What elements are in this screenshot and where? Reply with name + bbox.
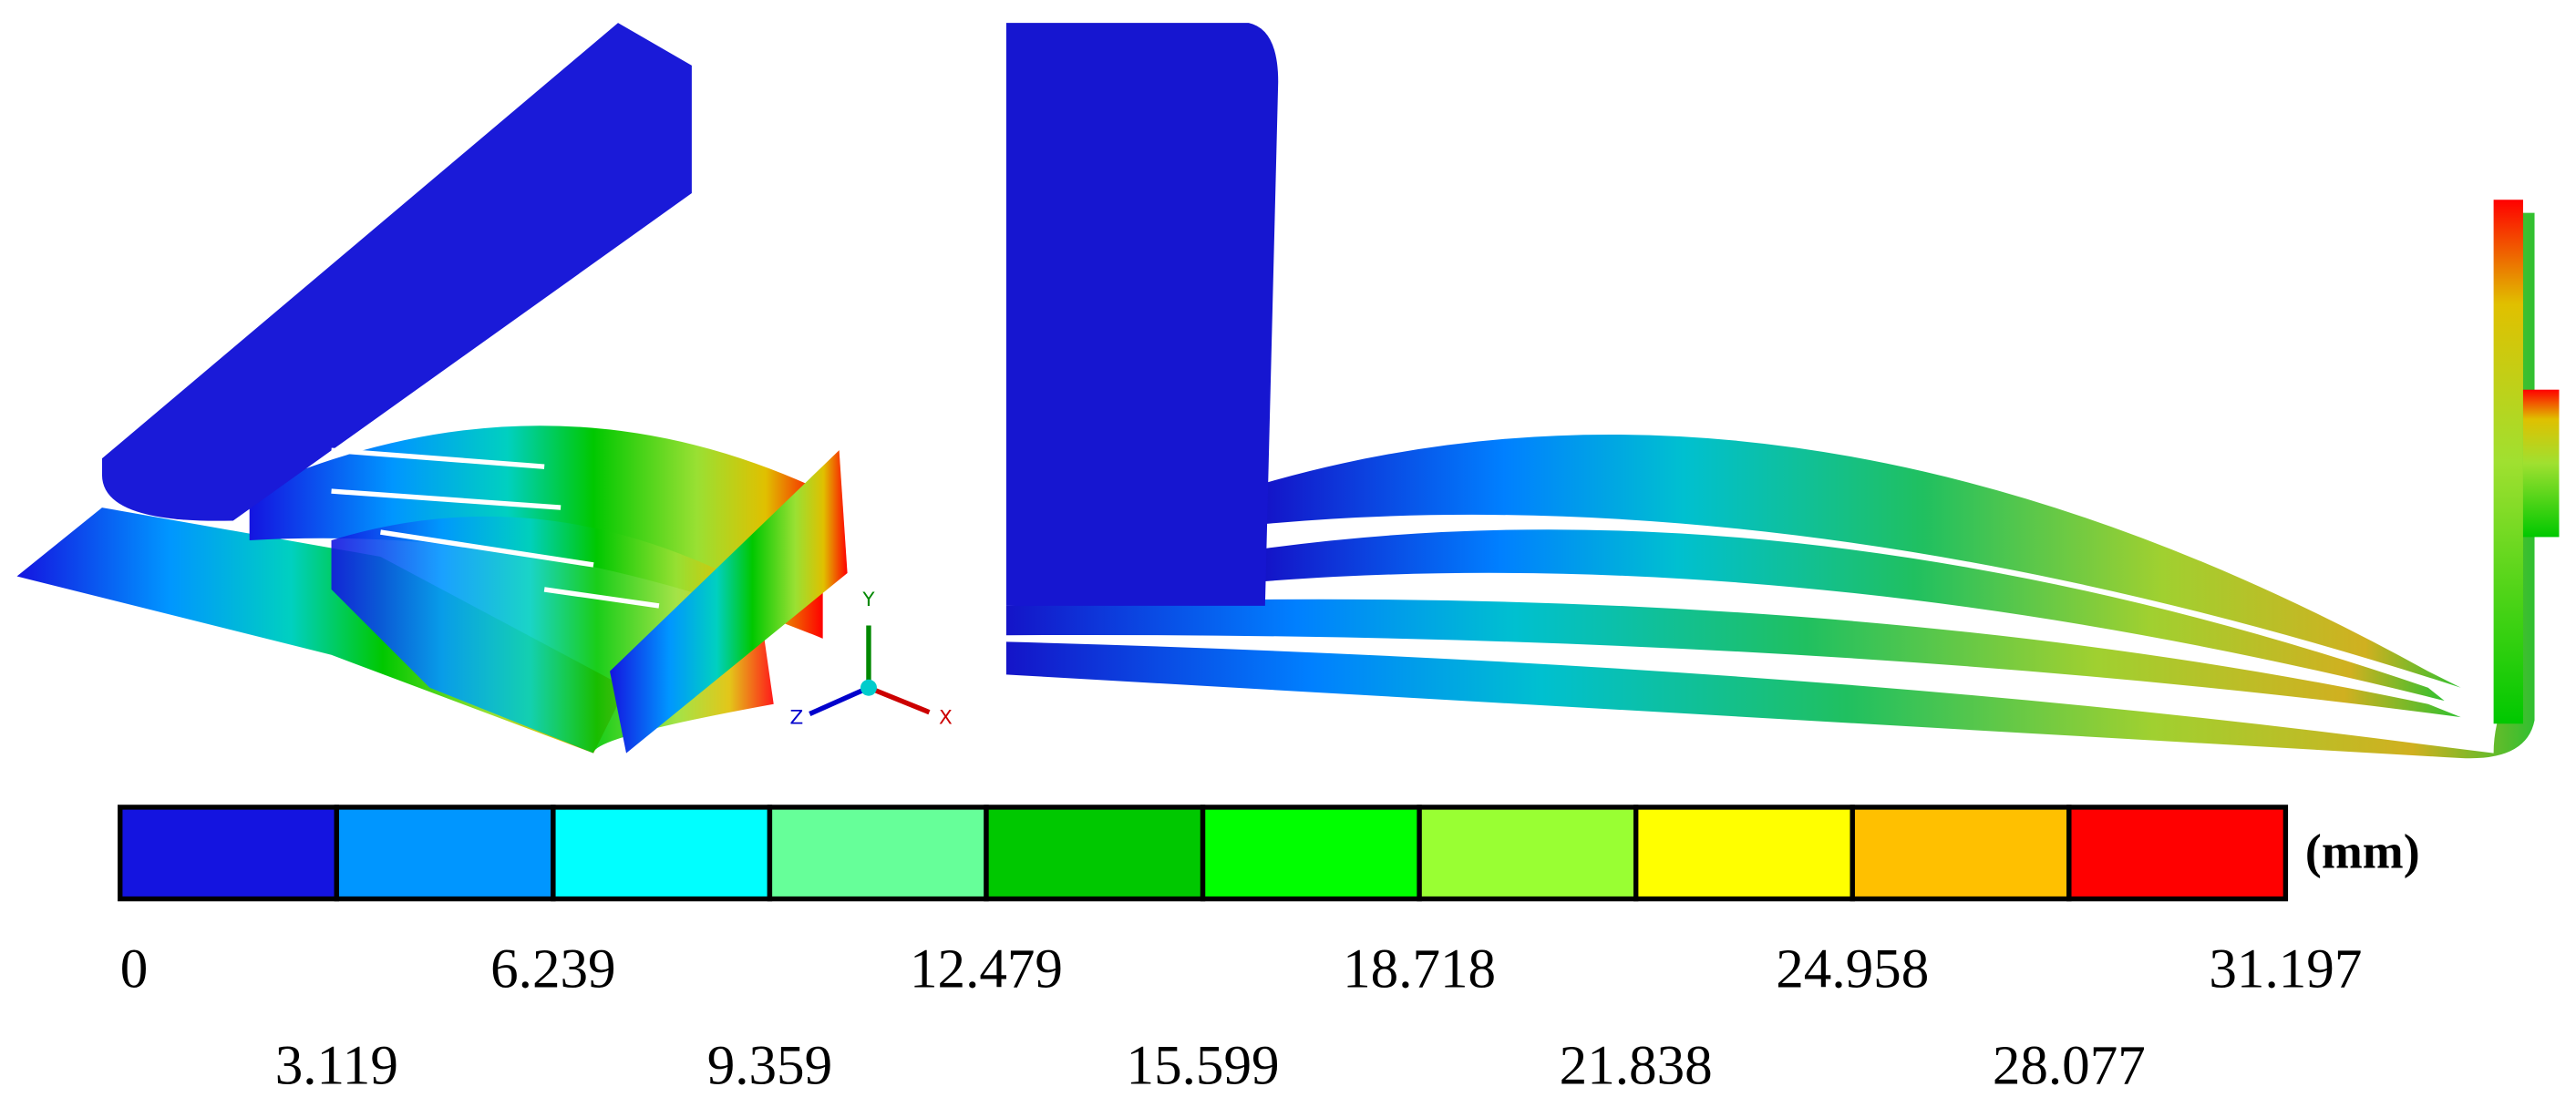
tab: [2522, 389, 2560, 538]
legend-segment: [2066, 805, 2289, 902]
origin: [860, 679, 877, 696]
legend-tick-label: 18.718: [1343, 939, 1496, 1000]
arm: [101, 23, 692, 521]
block: [1005, 23, 1279, 606]
legend-tick-label: 21.838: [1560, 1036, 1713, 1097]
z-axis: [809, 685, 871, 716]
legend-segment: [118, 805, 339, 902]
legend-tick-label: 0: [120, 939, 149, 1000]
legend-segment: [1417, 805, 1639, 902]
x-axis: [867, 685, 931, 715]
slots: [331, 447, 660, 609]
tip: [610, 450, 848, 754]
strip-1: [1264, 434, 2461, 688]
legend-tick-label: 15.599: [1127, 1036, 1280, 1097]
axis-triad: Y X Z: [790, 589, 953, 729]
legend-segment: [767, 805, 989, 902]
x-label: X: [939, 706, 953, 729]
strip-2: [1264, 529, 2445, 702]
legend-tick-label: 28.077: [1993, 1036, 2146, 1097]
legend-tick-label: 3.119: [275, 1036, 398, 1097]
legend-tick-label: 12.479: [910, 939, 1063, 1000]
right-model: [1005, 23, 2560, 759]
y-label: Y: [861, 589, 875, 611]
unit-label: (mm): [2305, 824, 2420, 878]
legend-segment: [334, 805, 556, 902]
legend-tick-label: 31.197: [2209, 939, 2362, 1000]
legend-segment: [1850, 805, 2072, 902]
legend-segment: [984, 805, 1206, 902]
legend-segment: [551, 805, 773, 902]
legend-segment: [1633, 805, 1855, 902]
left-model: [16, 23, 848, 754]
z-label: Z: [790, 706, 804, 729]
legend-segment: [1200, 805, 1422, 902]
legend-tick-label: 24.958: [1776, 939, 1929, 1000]
legend-tick-label: 9.359: [707, 1036, 832, 1097]
legend-tick-label: 6.239: [490, 939, 615, 1000]
post: [2493, 200, 2523, 724]
strip-3: [1005, 599, 2461, 718]
color-legend: 0 3.119 6.239 9.359 12.479 15.599 18.718 21.838…: [118, 805, 2362, 1097]
